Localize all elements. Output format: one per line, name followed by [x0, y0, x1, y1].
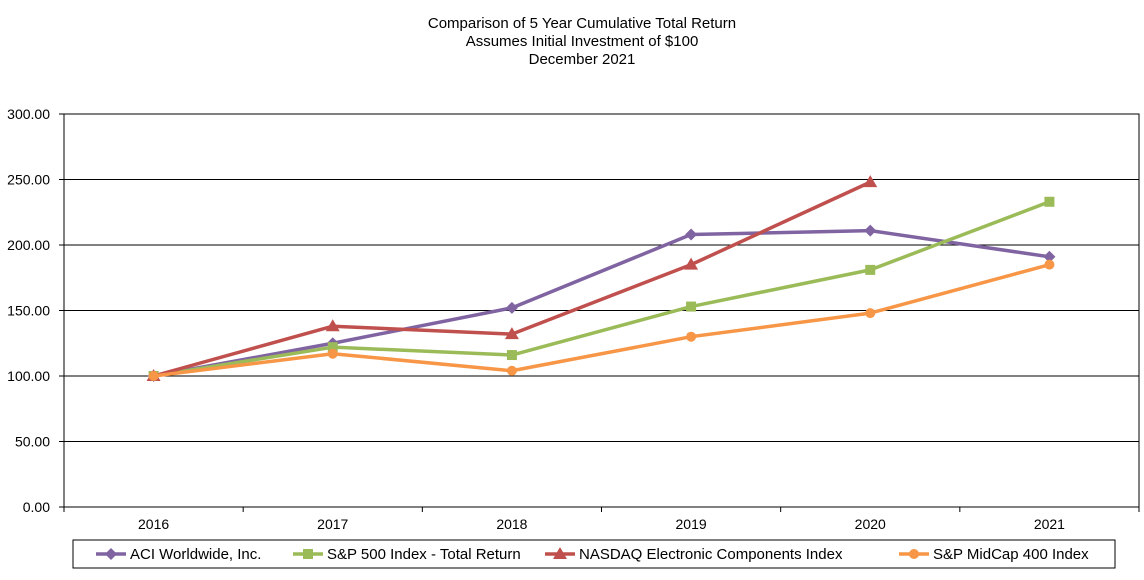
- y-tick-label: 50.00: [15, 434, 50, 450]
- legend-item: S&P MidCap 400 Index: [899, 546, 1089, 563]
- x-tick-label: 2019: [676, 516, 707, 532]
- data-point: [686, 301, 697, 312]
- y-tick-label: 150.00: [7, 303, 50, 319]
- data-point: [148, 371, 159, 381]
- chart-title-line-1: Comparison of 5 Year Cumulative Total Re…: [428, 15, 736, 32]
- y-axis: 0.00 50.00 100.00 150.00 200.00 250.00 300.00: [7, 106, 64, 515]
- data-point: [506, 365, 517, 376]
- data-point: [327, 342, 338, 353]
- legend-label: ACI Worldwide, Inc.: [130, 546, 261, 563]
- series-line: [153, 200, 1051, 378]
- y-tick-label: 250.00: [7, 172, 50, 188]
- x-axis: 2016 2017 2018 2019 2020 2021: [63, 507, 1140, 532]
- gridlines: [64, 179, 1139, 442]
- data-point: [863, 175, 878, 188]
- legend-marker: [105, 548, 117, 560]
- data-point: [1044, 196, 1055, 207]
- data-point: [684, 257, 699, 270]
- legend-label: S&P MidCap 400 Index: [933, 546, 1089, 563]
- data-point: [686, 331, 697, 342]
- y-tick-label: 0.00: [23, 499, 50, 515]
- series-line: [153, 262, 1050, 378]
- data-series: [146, 175, 1056, 382]
- legend-marker: [553, 547, 567, 559]
- chart-title: Comparison of 5 Year Cumulative Total Re…: [428, 15, 736, 68]
- legend-item: S&P 500 Index - Total Return: [293, 546, 521, 563]
- data-point: [685, 228, 698, 241]
- data-point: [505, 301, 518, 314]
- data-point: [506, 350, 517, 361]
- legend-marker: [909, 549, 919, 559]
- x-tick-label: 2021: [1034, 516, 1065, 532]
- legend-label: NASDAQ Electronic Components Index: [579, 546, 843, 563]
- data-point: [1044, 259, 1055, 270]
- series-3: [148, 259, 1055, 381]
- x-tick-label: 2016: [138, 516, 169, 532]
- series-line: [153, 180, 871, 378]
- legend-item: ACI Worldwide, Inc.: [96, 546, 261, 563]
- legend-marker: [303, 549, 313, 559]
- data-point: [325, 319, 340, 332]
- legend-item: NASDAQ Electronic Components Index: [545, 546, 843, 563]
- data-point: [864, 224, 877, 237]
- chart-title-line-3: December 2021: [529, 51, 636, 68]
- y-tick-label: 100.00: [7, 368, 50, 384]
- legend: ACI Worldwide, Inc. S&P 500 Index - Total…: [72, 539, 1116, 569]
- data-point: [504, 327, 519, 340]
- y-tick-label: 200.00: [7, 237, 50, 253]
- x-tick-label: 2018: [496, 516, 527, 532]
- data-point: [865, 264, 876, 275]
- legend-label: S&P 500 Index - Total Return: [327, 546, 521, 563]
- data-point: [1043, 250, 1056, 263]
- x-tick-label: 2017: [317, 516, 348, 532]
- data-point: [327, 348, 338, 359]
- chart-title-line-2: Assumes Initial Investment of $100: [466, 33, 699, 50]
- legend-frame: [72, 539, 1116, 569]
- x-tick-label: 2020: [855, 516, 886, 532]
- series-line: [153, 228, 1050, 378]
- y-tick-label: 300.00: [7, 106, 50, 122]
- data-point: [865, 308, 876, 319]
